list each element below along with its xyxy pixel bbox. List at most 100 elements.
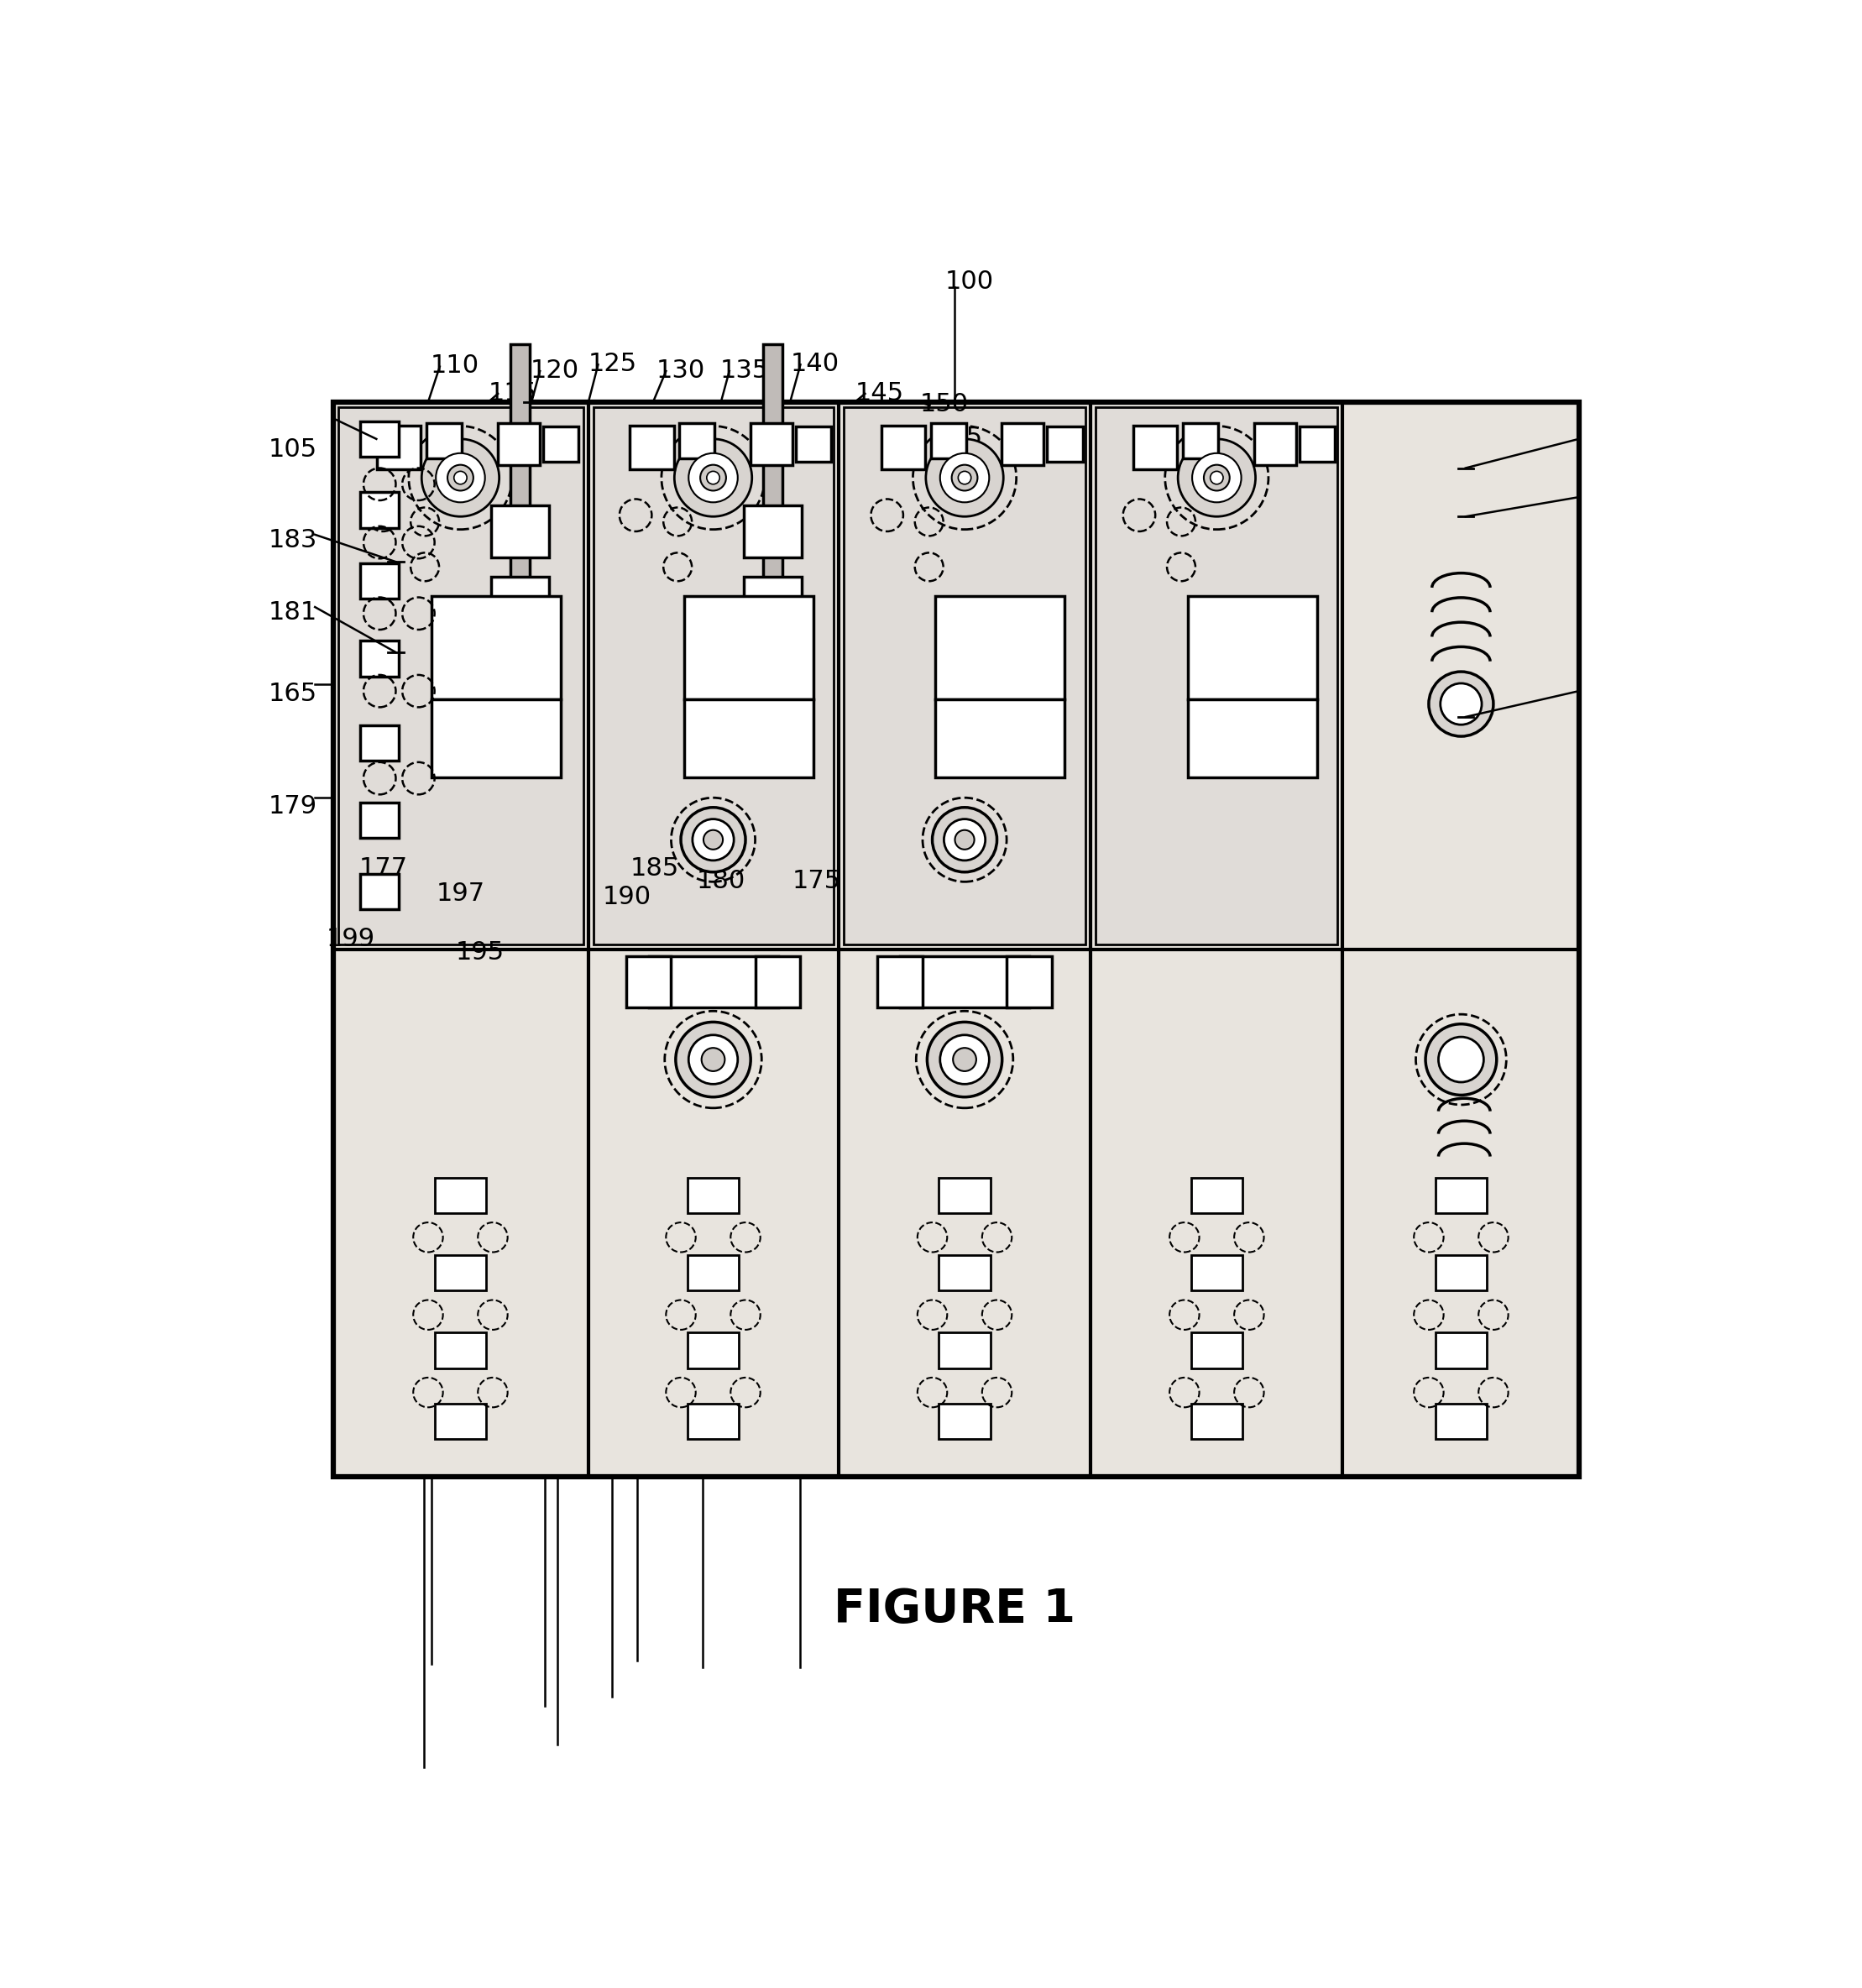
Text: 195: 195 xyxy=(456,940,505,964)
Circle shape xyxy=(689,1036,737,1083)
Text: FIGURE 1: FIGURE 1 xyxy=(834,1586,1074,1632)
Text: 145: 145 xyxy=(855,382,905,406)
Bar xyxy=(795,425,830,461)
Bar xyxy=(492,654,549,706)
Bar xyxy=(881,425,925,469)
Circle shape xyxy=(944,819,985,861)
Bar xyxy=(1436,1332,1488,1368)
Bar xyxy=(1192,1254,1242,1290)
Bar xyxy=(687,1332,739,1368)
Bar xyxy=(359,563,398,598)
Bar xyxy=(683,700,814,777)
Bar xyxy=(750,423,793,465)
Bar xyxy=(426,423,462,459)
Bar xyxy=(680,423,715,459)
Circle shape xyxy=(700,465,726,491)
Text: 185: 185 xyxy=(631,857,680,881)
Bar xyxy=(687,1177,739,1213)
Bar xyxy=(434,1404,486,1439)
Bar xyxy=(935,596,1065,700)
Text: 183: 183 xyxy=(268,529,317,553)
Circle shape xyxy=(708,471,719,485)
Circle shape xyxy=(689,453,737,503)
Circle shape xyxy=(1192,453,1242,503)
Circle shape xyxy=(702,1048,724,1072)
Text: 155: 155 xyxy=(935,425,983,451)
Circle shape xyxy=(436,453,484,503)
Bar xyxy=(359,726,398,761)
Circle shape xyxy=(454,471,467,485)
Text: 115: 115 xyxy=(488,382,536,406)
Circle shape xyxy=(955,831,974,849)
Bar xyxy=(1046,425,1082,461)
Bar xyxy=(877,956,922,1008)
Text: 179: 179 xyxy=(268,795,317,819)
Bar xyxy=(756,956,801,1008)
Bar xyxy=(434,1254,486,1290)
Circle shape xyxy=(1428,672,1493,736)
Text: 165: 165 xyxy=(268,682,317,706)
Text: 170: 170 xyxy=(935,682,983,706)
Text: 120: 120 xyxy=(531,358,579,382)
Text: 130: 130 xyxy=(655,358,706,382)
Bar xyxy=(1188,700,1316,777)
Bar xyxy=(1097,408,1337,944)
Bar xyxy=(359,493,398,529)
Bar xyxy=(1192,1404,1242,1439)
Bar xyxy=(1300,425,1335,461)
Circle shape xyxy=(1205,465,1229,491)
Bar xyxy=(1192,1177,1242,1213)
Bar xyxy=(843,408,1086,944)
Text: 100: 100 xyxy=(946,270,994,294)
Circle shape xyxy=(1210,471,1223,485)
Circle shape xyxy=(1426,1024,1497,1095)
Circle shape xyxy=(959,471,972,485)
Bar xyxy=(544,425,579,461)
Circle shape xyxy=(693,819,734,861)
Bar xyxy=(1436,1404,1488,1439)
Bar xyxy=(743,654,803,706)
Circle shape xyxy=(421,439,499,517)
Circle shape xyxy=(1441,684,1482,726)
Text: 180: 180 xyxy=(696,869,745,893)
Bar xyxy=(434,1177,486,1213)
Text: 110: 110 xyxy=(430,354,479,378)
Bar xyxy=(594,408,834,944)
Bar xyxy=(1007,956,1052,1008)
Bar xyxy=(1182,423,1218,459)
Text: 135: 135 xyxy=(719,358,769,382)
Bar xyxy=(687,1254,739,1290)
Bar xyxy=(434,1332,486,1368)
Bar xyxy=(376,425,421,469)
Circle shape xyxy=(940,1036,989,1083)
Bar xyxy=(359,421,398,457)
Circle shape xyxy=(704,831,722,849)
Circle shape xyxy=(925,439,1004,517)
Bar xyxy=(931,423,966,459)
Circle shape xyxy=(940,453,989,503)
Bar xyxy=(359,803,398,839)
Circle shape xyxy=(953,1048,976,1072)
Bar xyxy=(1253,423,1296,465)
Bar xyxy=(763,344,782,602)
Circle shape xyxy=(933,807,996,873)
Bar xyxy=(497,423,540,465)
Bar xyxy=(938,1332,991,1368)
Text: 197: 197 xyxy=(436,883,486,907)
Bar xyxy=(492,505,549,557)
Text: 199: 199 xyxy=(326,926,376,952)
Text: 190: 190 xyxy=(603,885,652,909)
Circle shape xyxy=(951,465,978,491)
Bar xyxy=(432,596,560,700)
Bar xyxy=(510,344,529,602)
Circle shape xyxy=(1439,1038,1484,1081)
Bar xyxy=(743,505,803,557)
Bar xyxy=(359,640,398,676)
Bar xyxy=(1002,423,1045,465)
Circle shape xyxy=(676,1022,750,1097)
Circle shape xyxy=(927,1022,1002,1097)
Circle shape xyxy=(681,807,745,873)
Text: 105: 105 xyxy=(268,437,317,461)
Bar xyxy=(687,1404,739,1439)
Text: 177: 177 xyxy=(359,857,408,881)
